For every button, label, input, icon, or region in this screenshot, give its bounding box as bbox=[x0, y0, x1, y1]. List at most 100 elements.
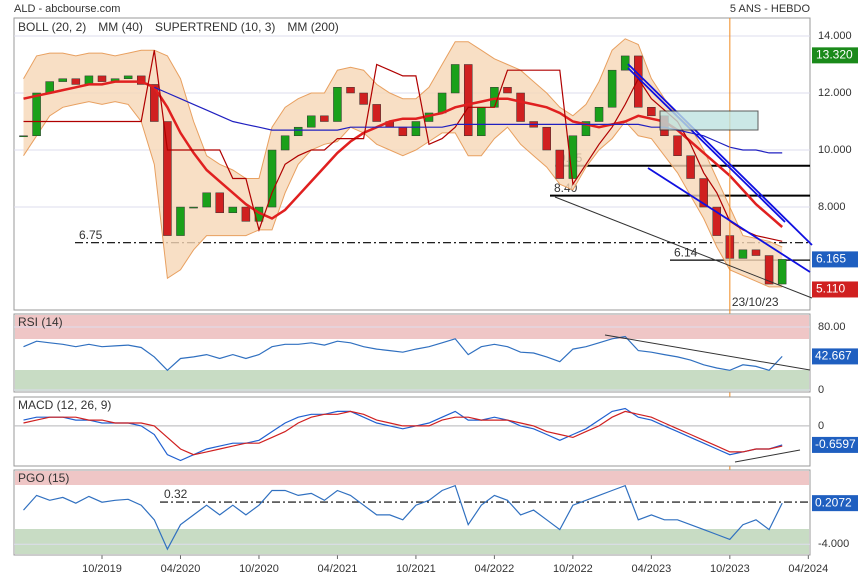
value-tag-label: 5.110 bbox=[816, 282, 845, 296]
candle bbox=[555, 149, 565, 179]
candle bbox=[568, 135, 578, 179]
trend-line bbox=[604, 334, 811, 371]
candle bbox=[176, 206, 185, 236]
candle bbox=[751, 249, 761, 256]
candle bbox=[712, 206, 722, 236]
trend-line bbox=[647, 167, 811, 273]
date-label: 23/10/23 bbox=[732, 295, 779, 309]
x-tick-label: 10/2023 bbox=[710, 563, 750, 575]
y-tick-label: 0 bbox=[818, 420, 824, 432]
candle bbox=[686, 155, 695, 179]
candle bbox=[123, 75, 133, 79]
panel-title: RSI (14) bbox=[18, 315, 63, 329]
candle bbox=[594, 107, 604, 122]
candle bbox=[437, 92, 447, 114]
candle bbox=[241, 206, 251, 222]
y-tick-label: 14.000 bbox=[818, 30, 852, 42]
candle bbox=[58, 78, 68, 82]
y-tick-label: 10.000 bbox=[818, 144, 852, 156]
value-tag bbox=[812, 348, 858, 365]
y-tick-label: -4.000 bbox=[818, 538, 849, 550]
candle bbox=[215, 192, 224, 214]
trend-line bbox=[627, 63, 813, 246]
candle bbox=[97, 75, 107, 82]
candle bbox=[280, 135, 290, 151]
series-line bbox=[23, 335, 783, 372]
level-label: 6.75 bbox=[79, 228, 103, 242]
x-tick-label: 10/2021 bbox=[396, 563, 436, 575]
candle bbox=[764, 255, 774, 285]
zone-low bbox=[15, 529, 809, 554]
x-tick-label: 04/2021 bbox=[318, 563, 358, 575]
value-tag bbox=[812, 495, 858, 512]
value-tag-label: 42.667 bbox=[815, 349, 852, 363]
candle bbox=[777, 259, 787, 285]
candle bbox=[411, 121, 421, 137]
y-tick-label: 8.000 bbox=[818, 201, 846, 213]
candle bbox=[150, 84, 159, 122]
candle bbox=[620, 55, 630, 71]
value-tag-label: 0.2072 bbox=[815, 495, 852, 509]
legend-entry: MM (200) bbox=[287, 20, 338, 34]
zone-low bbox=[15, 370, 809, 391]
candle bbox=[346, 87, 355, 94]
x-tick-label: 04/2020 bbox=[161, 563, 201, 575]
x-tick-label: 04/2022 bbox=[475, 563, 515, 575]
level-label: 0.32 bbox=[164, 487, 188, 501]
candle bbox=[267, 149, 277, 208]
value-tag-label: 6.165 bbox=[816, 252, 846, 266]
candle bbox=[189, 206, 198, 209]
series-line bbox=[23, 50, 783, 242]
candle bbox=[503, 87, 512, 94]
series-line bbox=[23, 407, 783, 462]
candle bbox=[136, 75, 146, 85]
candle bbox=[333, 87, 342, 122]
y-tick-label: 0 bbox=[818, 384, 824, 396]
candle bbox=[647, 107, 656, 117]
candle bbox=[359, 92, 368, 105]
value-tag-label: -0.6597 bbox=[815, 437, 856, 451]
candle bbox=[202, 192, 211, 208]
value-tag bbox=[812, 47, 858, 64]
series-line bbox=[23, 484, 783, 551]
panel-title: PGO (15) bbox=[18, 471, 69, 485]
legend-entry: MM (40) bbox=[98, 20, 143, 34]
candle bbox=[463, 64, 473, 137]
x-tick-label: 10/2020 bbox=[239, 563, 279, 575]
boll-upper bbox=[23, 38, 783, 248]
legend-entry: SUPERTREND (10, 3) bbox=[155, 20, 275, 34]
x-tick-label: 04/2024 bbox=[788, 563, 828, 575]
candle bbox=[673, 135, 682, 156]
trend-line bbox=[554, 196, 813, 299]
candle bbox=[581, 121, 591, 137]
candle bbox=[32, 92, 41, 137]
candle bbox=[490, 87, 499, 108]
period: 5 ANS - HEBDO bbox=[730, 3, 811, 15]
candle bbox=[516, 92, 525, 122]
candle bbox=[450, 64, 460, 94]
candle bbox=[607, 69, 617, 108]
series-line bbox=[23, 80, 784, 228]
candle bbox=[293, 126, 303, 137]
candle bbox=[398, 126, 408, 137]
zone-high bbox=[15, 471, 809, 485]
y-tick-label: 80.00 bbox=[818, 321, 846, 333]
candle bbox=[307, 115, 316, 128]
y-tick-label: 12.000 bbox=[818, 87, 852, 99]
series-line bbox=[23, 410, 783, 456]
value-tag bbox=[812, 436, 858, 453]
candle bbox=[372, 104, 381, 122]
candle bbox=[320, 115, 329, 122]
level-label: 6.14 bbox=[674, 245, 698, 259]
x-tick-label: 10/2019 bbox=[82, 563, 122, 575]
value-tag bbox=[812, 251, 858, 268]
value-tag bbox=[812, 281, 858, 298]
candle bbox=[542, 126, 551, 151]
candle bbox=[699, 178, 708, 208]
zone-box bbox=[659, 110, 759, 131]
candle bbox=[738, 249, 748, 259]
candle bbox=[71, 78, 81, 85]
trend-line bbox=[627, 67, 786, 223]
boll-lower bbox=[23, 101, 783, 288]
